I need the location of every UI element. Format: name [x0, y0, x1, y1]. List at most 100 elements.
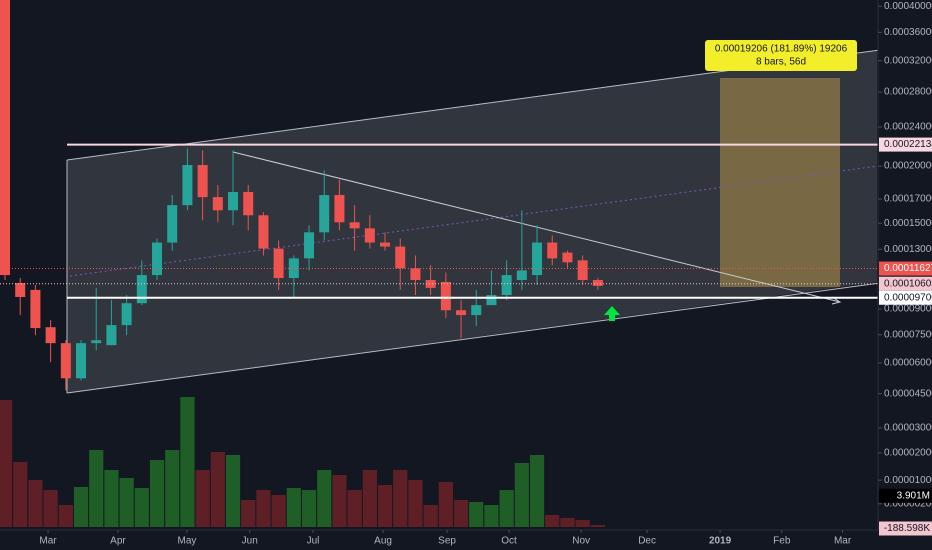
volume-bar [43, 490, 58, 527]
candle-body [380, 242, 391, 247]
candle-body [501, 275, 512, 296]
volume-bar [362, 470, 377, 527]
channel-lower [66, 275, 932, 394]
y-tick-label: 0.00020000 [884, 161, 932, 172]
candle-body [304, 232, 315, 259]
volume-bar [210, 452, 225, 527]
annotation-box [705, 40, 857, 71]
x-tick-label: Mar [834, 536, 852, 547]
candle-body [197, 165, 208, 198]
x-tick-label: Dec [638, 536, 656, 547]
volume-bar [73, 487, 89, 527]
candle-body [471, 305, 482, 316]
x-tick-label: Jun [242, 536, 258, 547]
y-tick-label: 0.00000200 [884, 498, 932, 509]
candle-body [30, 289, 41, 329]
candle-body [152, 242, 163, 276]
price-label: 0.00009700 [884, 292, 932, 303]
candle-body [228, 191, 239, 211]
volume-bar [347, 490, 362, 527]
y-tick-label: 0.00004500 [884, 388, 932, 399]
volume-bar [89, 450, 104, 527]
y-tick-label: 0.00003000 [884, 423, 932, 434]
volume-bar [28, 480, 43, 527]
volume-bar [377, 485, 393, 527]
marks [0, 0, 878, 527]
x-tick-label: Apr [110, 536, 126, 547]
y-tick-label: 0.00002000 [884, 448, 932, 459]
candle-body [182, 165, 193, 206]
y-tick-label: 0.00017000 [884, 194, 932, 205]
y-tick-label: 0.00024000 [884, 122, 932, 133]
volume-bar [317, 470, 332, 527]
candle-body [395, 246, 406, 269]
annotation-text: 0.00019206 (181.89%) 19206 [715, 44, 848, 55]
volume-bar [134, 488, 149, 527]
candle-body [440, 281, 451, 311]
volume-bar [13, 462, 28, 527]
volume-bar [423, 505, 438, 527]
candle-body [45, 327, 56, 344]
volume-label: -188.598K [884, 523, 930, 534]
candle-body [76, 343, 87, 379]
candle-body [167, 205, 178, 243]
candle-body [532, 242, 543, 276]
volume-bar [575, 520, 590, 527]
price-label: 0.00022134 [884, 139, 932, 150]
volume-bar [438, 482, 453, 527]
x-tick-label: Jul [307, 536, 320, 547]
price-label-bg [879, 137, 932, 152]
volume-bar [225, 455, 241, 527]
price-label: 0.00011627 [884, 263, 932, 274]
volume-bar [271, 495, 286, 527]
y-tick-label: 0.00015000 [884, 218, 932, 229]
volume-bar [0, 400, 13, 527]
candle-body [364, 228, 375, 243]
candle-body [319, 195, 330, 233]
candle-body [562, 252, 573, 263]
candle-body [456, 310, 467, 316]
x-tick-label: May [178, 536, 197, 547]
volume-bar [469, 502, 484, 527]
volume-label-bg [879, 521, 932, 536]
volume-bar [241, 500, 256, 527]
candle-body [288, 258, 299, 279]
trend-line [232, 151, 841, 303]
volume-bar [286, 488, 301, 527]
price-label: 0.00010602 [884, 278, 932, 289]
x-tick-label: Oct [501, 536, 517, 547]
x-tick-label: Feb [773, 536, 791, 547]
candle-body [486, 295, 497, 306]
volume-bar [590, 525, 605, 527]
candle-body [273, 248, 284, 279]
candle-body [0, 0, 11, 276]
price-label-bg [879, 290, 932, 305]
volume-bar [484, 505, 499, 527]
candle-body [121, 303, 132, 326]
candle-body [592, 279, 603, 286]
volume-bar [165, 450, 180, 527]
price-label-bg [879, 276, 932, 291]
volume-bar [104, 470, 119, 527]
candle-body [60, 343, 71, 379]
volume-bar [180, 397, 195, 527]
volume-bar [393, 470, 408, 527]
volume-bar [58, 505, 73, 527]
y-tick-label: 0.00028000 [884, 87, 932, 98]
candle-body [410, 268, 421, 280]
volume-bar [545, 515, 560, 527]
y-tick-label: 0.00032000 [884, 55, 932, 66]
volume-label: 3.901M [897, 490, 930, 501]
volume-bar [529, 455, 545, 527]
volume-bar [195, 470, 210, 527]
candle-body [15, 283, 26, 297]
annotation: 0.00019206 (181.89%) 19206 8 bars, 56d [705, 40, 857, 71]
y-tick-label: 0.00013000 [884, 244, 932, 255]
candle-body [547, 242, 558, 259]
x-tick-label: Nov [572, 536, 590, 547]
volume-bar [256, 490, 271, 527]
candle-body [334, 195, 345, 223]
volume-bar [499, 490, 514, 527]
price-label-bg [879, 261, 932, 276]
